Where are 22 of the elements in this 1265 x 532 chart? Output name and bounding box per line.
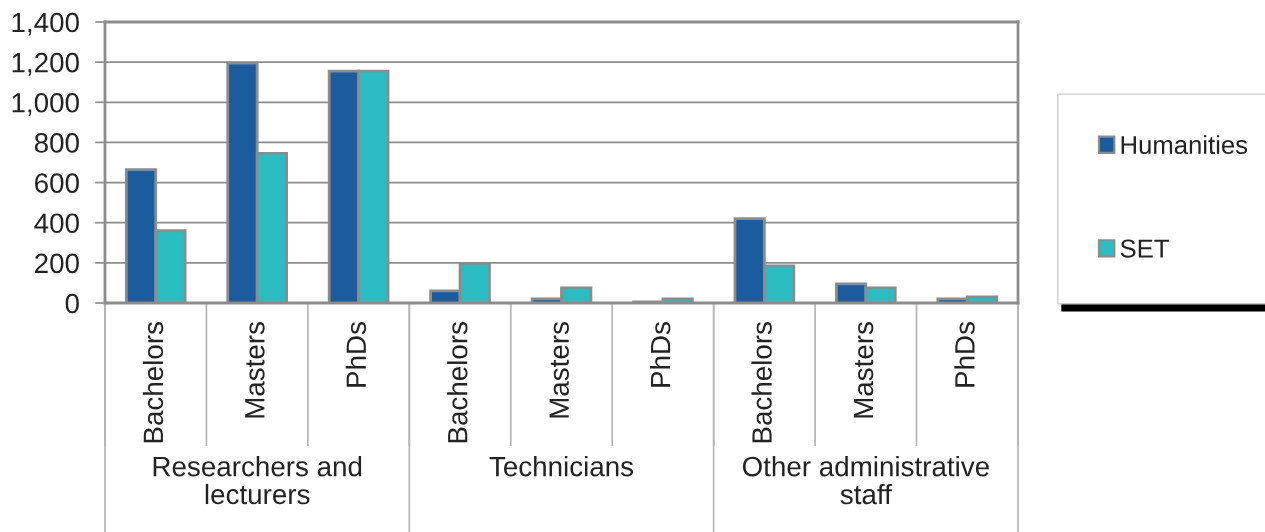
x-tick-label: Masters [549,322,569,418]
x-tick-label: PhDs [954,322,975,387]
text: Researchers and lecturers [153,456,362,505]
y-tick-label: 800 [34,133,79,153]
y-tick-label: 400 [34,213,79,234]
y-tick-label: 0 [65,293,79,314]
x-tick-label: Masters [245,322,265,418]
y-tick-label: 1,200 [12,52,79,76]
legend-label: Humanities [1121,135,1248,155]
x-tick-label: Bachelors [751,322,772,443]
text: Other administrative staff [742,456,989,505]
y-tick-label: 1,400 [12,12,79,36]
y-tick-label: 1,000 [12,92,79,116]
y-tick-label: 200 [35,253,79,274]
x-tick-label: PhDs [345,322,367,387]
x-tick-label: PhDs [650,322,671,387]
y-tick-label: 600 [35,173,79,193]
legend-label: SET [1120,239,1169,258]
x-tick-label: Bachelors [142,322,164,443]
x-tick-label: Masters [853,322,874,418]
x-tick-label: Bachelors [447,322,468,443]
text: Technicians [489,456,634,477]
